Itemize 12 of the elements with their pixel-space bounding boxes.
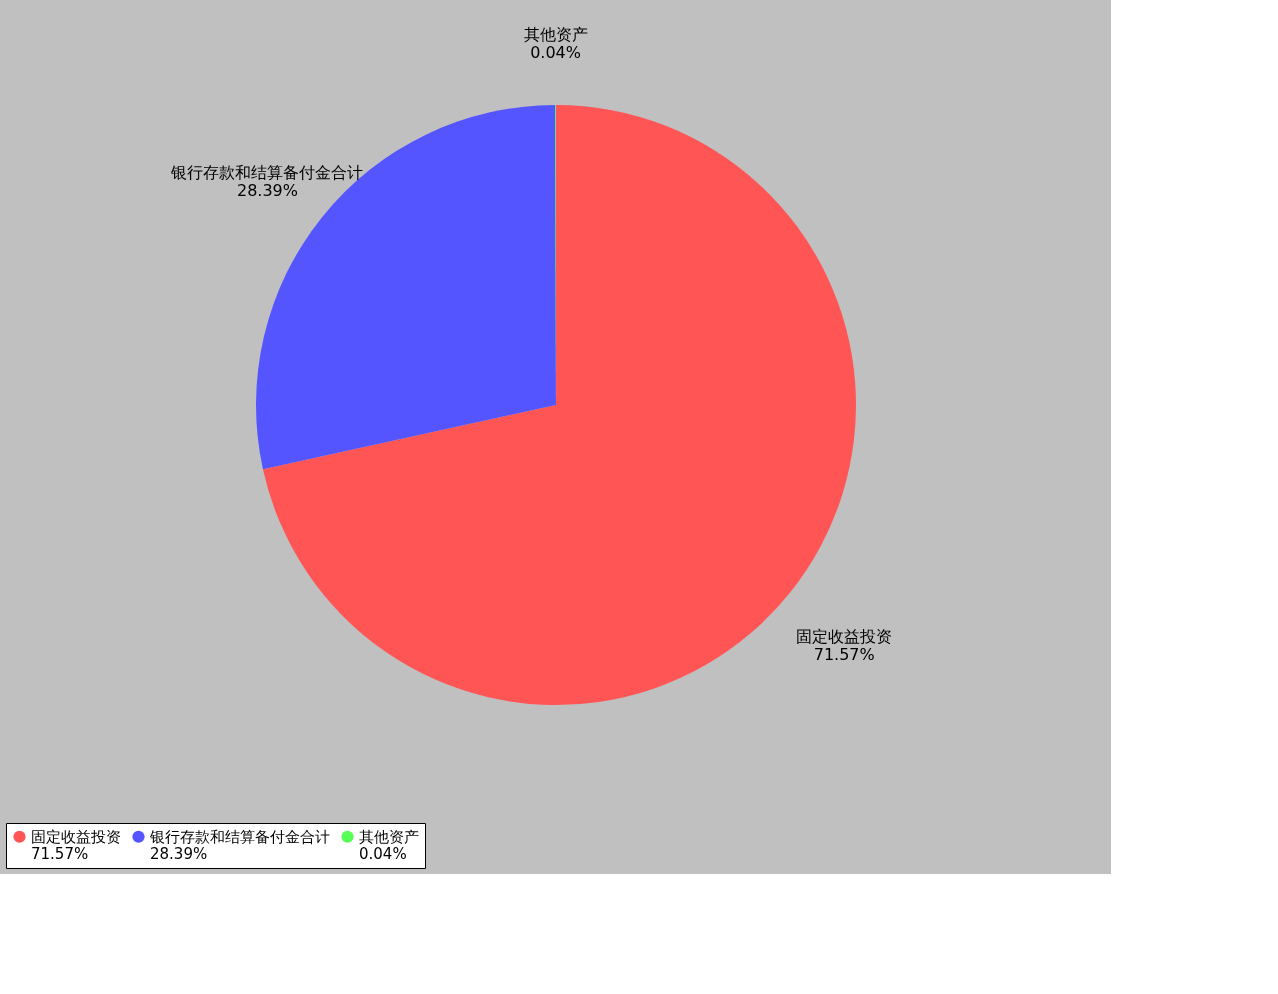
legend-label: 固定收益投资 [31,827,121,846]
data-label: 71.57% [813,644,875,664]
text: 71.57% [31,844,89,863]
data-label: 28.39% [236,181,298,201]
text: 28.39% [150,844,208,863]
data-label: 0.04% [530,43,581,62]
text: 0.04% [359,844,407,863]
slice-label: 固定收益投资 [796,626,893,646]
legend-label: 其他资产 [359,827,419,846]
slice-label: 银行存款和结算备付金合计 [170,163,364,183]
slice-label: 其他资产 [523,25,588,44]
legend-label: 银行存款和结算备付金合计 [149,827,330,846]
